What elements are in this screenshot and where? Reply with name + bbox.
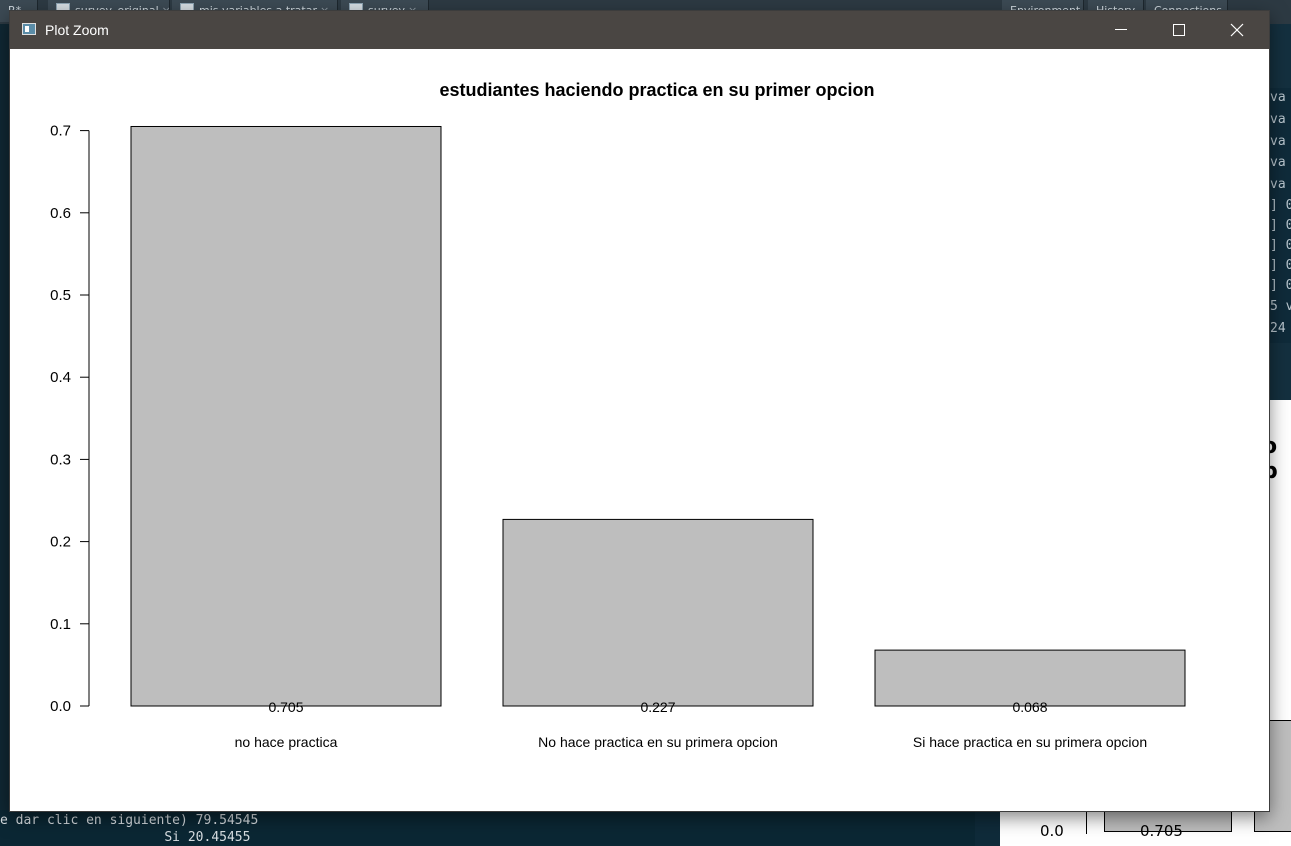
env-line: ] 0 [1270,238,1291,253]
y-tick-label: 0.4 [50,369,71,386]
window-titlebar[interactable]: Plot Zoom [10,11,1269,49]
y-tick-label: 0.7 [50,123,71,140]
env-line: 24 [1270,321,1286,336]
env-line: ] 0 [1270,198,1291,213]
category-label: Si hace practica en su primera opcion [913,734,1147,750]
env-line: va [1270,90,1286,105]
category-label: No hace practica en su primera opcion [538,734,778,750]
bar [130,125,442,707]
console-line: Si 20.45455 [0,830,251,845]
background-console: e dar clic en siguiente) 79.54545 Si 20.… [0,810,975,846]
env-line: 5 v [1270,299,1291,314]
y-tick-label: 0.2 [50,534,71,551]
env-line: ] 0 [1270,218,1291,233]
chart-title: estudiantes haciendo practica en su prim… [439,80,874,100]
close-icon[interactable]: × [408,4,417,17]
env-line: ] 0 [1270,258,1291,273]
category-label: no hace practica [235,734,338,750]
plot-area: estudiantes haciendo practica en su prim… [10,49,1269,811]
env-line: va [1270,134,1286,149]
close-icon [1230,23,1244,37]
bars [130,125,1186,707]
bar [502,518,814,707]
maximize-icon [1173,24,1185,36]
env-line: ] 0 [1270,278,1291,293]
value-labels: 0.705 0.227 0.068 [268,699,1047,715]
y-tick-label: 0.6 [50,205,71,222]
maximize-button[interactable] [1150,11,1208,49]
close-button[interactable] [1208,11,1266,49]
background-environment-panel: va va va va va ] 0 ] 0 ] 0 ] 0 ] 0 5 v 2… [1268,88,1291,343]
y-tick-label: 0.3 [50,451,71,468]
y-tick-label: 0.1 [50,616,71,633]
minimize-button[interactable] [1092,11,1150,49]
plot-zoom-window[interactable]: Plot Zoom estudiantes haciendo practica … [10,11,1269,811]
close-icon[interactable]: × [162,4,169,17]
mini-plot-y-tick: 0.0 [1040,822,1064,840]
y-tick-label: 0.0 [50,698,71,715]
y-axis: 0.0 0.1 0.2 0.3 0.4 0.5 0.6 0.7 [50,123,90,715]
bar-value-label: 0.068 [1012,699,1047,715]
bar [874,649,1186,707]
rstudio-window-icon [22,23,36,35]
mini-plot-bar-label: 0.705 [1140,822,1183,840]
bar-chart: estudiantes haciendo practica en su prim… [50,80,1186,750]
console-line: e dar clic en siguiente) 79.54545 [0,813,259,828]
bar-value-label: 0.227 [640,699,675,715]
category-labels: no hace practica No hace practica en su p… [235,734,1147,750]
close-icon[interactable]: × [320,4,329,17]
bar-value-label: 0.705 [268,699,303,715]
minimize-icon [1115,29,1127,30]
env-line: va [1270,155,1286,170]
env-line: va [1270,177,1286,192]
window-title: Plot Zoom [45,22,109,38]
background-editor-edge [0,24,10,814]
env-line: va [1270,112,1286,127]
mini-plot-axis [1086,804,1087,834]
y-tick-label: 0.5 [50,287,71,304]
